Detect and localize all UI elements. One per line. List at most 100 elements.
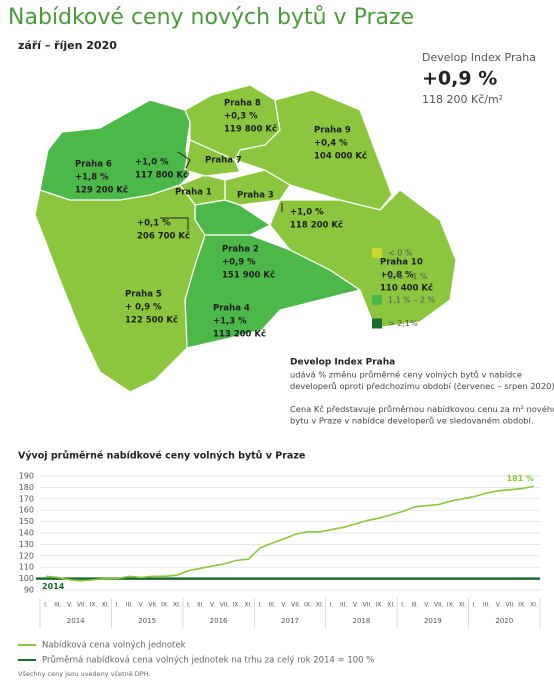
x-group-label: 2014	[67, 617, 85, 625]
district-change: +0,8 %	[380, 271, 414, 281]
note-line: developerů oproti předchozímu období (če…	[290, 381, 554, 391]
x-tick-label: XI.	[244, 602, 252, 609]
district-price: 118 200 Kč	[290, 220, 343, 231]
district-change: +0,4 %	[314, 139, 348, 149]
x-tick-label: VII.	[505, 602, 515, 609]
y-tick-label: 180	[19, 483, 34, 492]
district-price: 206 700 Kč	[137, 231, 190, 242]
legend-swatch	[372, 318, 382, 329]
x-tick-label: I.	[116, 602, 120, 609]
y-tick-label: 90	[24, 586, 34, 595]
callout	[177, 151, 191, 169]
x-tick-label: V.	[496, 602, 501, 609]
district-name: Praha 9	[314, 126, 351, 136]
x-tick-label: IX.	[233, 602, 241, 609]
index-title: Develop Index Praha	[422, 51, 536, 64]
district-shape	[234, 89, 393, 211]
district-price: 117 800 Kč	[135, 170, 188, 181]
district-change: +0,9 %	[222, 258, 256, 268]
x-tick-label: IX.	[518, 602, 526, 609]
x-tick-label: V.	[210, 602, 215, 609]
x-tick-label: XI.	[173, 602, 181, 609]
x-tick-label: V.	[139, 602, 144, 609]
district-name: Praha 5	[125, 290, 162, 300]
district-price: 129 200 Kč	[75, 185, 128, 196]
y-tick-label: 190	[19, 472, 34, 481]
x-tick-label: VII.	[291, 602, 301, 609]
note-line: bytu v Praze v nabídce developerů ve sle…	[290, 416, 534, 426]
index-price: 118 200 Kč/m²	[422, 93, 503, 106]
x-tick-label: VII.	[363, 602, 373, 609]
x-tick-label: I.	[187, 602, 191, 609]
legend-swatch	[372, 248, 382, 258]
note-line: udává % změnu průměrné ceny volných bytů…	[290, 370, 522, 380]
x-tick-label: XI.	[316, 602, 324, 609]
x-group-label: 2017	[281, 617, 299, 625]
district-change: +0,3 %	[224, 112, 258, 122]
map: Praha 1 +0,1 % 206 700 Kč Praha 2 +0,9 % 151 …	[34, 84, 457, 393]
x-tick-label: I.	[258, 602, 262, 609]
x-group-label: 2018	[353, 617, 371, 625]
district-price: 110 400 Kč	[380, 283, 433, 294]
x-tick-label: V.	[353, 602, 358, 609]
y-tick-label: 100	[19, 574, 34, 583]
footnote: Všechny ceny jsou uvedeny včetně DPH.	[18, 670, 151, 678]
district-change: +1,8 %	[75, 173, 109, 183]
y-tick-label: 140	[19, 529, 34, 538]
x-tick-label: I.	[44, 602, 48, 609]
legend-label: 0 % – 1 %	[388, 272, 428, 281]
district-name: Praha 6	[75, 160, 112, 170]
district-name: Praha 2	[222, 245, 259, 255]
district-change: +1,0 %	[290, 208, 324, 218]
district-change: +0,1 %	[137, 219, 171, 229]
x-tick-label: IX.	[447, 602, 455, 609]
x-tick-label: I.	[401, 602, 405, 609]
legend-label: > 2,1%	[388, 319, 418, 328]
district-price: 122 500 Kč	[125, 315, 178, 326]
district-price: 119 800 Kč	[224, 124, 277, 135]
x-tick-label: IX.	[161, 602, 169, 609]
district-change: +1,0 %	[135, 158, 169, 168]
y-tick-label: 170	[19, 494, 34, 503]
x-tick-label: IX.	[304, 602, 312, 609]
reference-label: 2014	[42, 582, 65, 591]
x-tick-label: I.	[473, 602, 477, 609]
callout	[160, 217, 189, 230]
x-tick-label: V.	[281, 602, 286, 609]
y-tick-label: 130	[19, 540, 34, 549]
x-tick-label: IX.	[90, 602, 98, 609]
x-tick-label: V.	[67, 602, 72, 609]
legend-swatch	[372, 271, 382, 282]
page-title: Nabídkové ceny nových bytů v Praze	[8, 5, 414, 30]
district-price: 104 000 Kč	[314, 151, 367, 162]
y-tick-label: 150	[19, 517, 34, 526]
district-name: Praha 8	[224, 99, 261, 109]
index-change: +0,9 %	[422, 68, 497, 90]
x-tick-label: VII.	[220, 602, 230, 609]
x-tick-label: III.	[340, 602, 347, 609]
series-line	[45, 485, 535, 582]
y-tick-label: 160	[19, 506, 34, 515]
x-tick-label: XI.	[102, 602, 110, 609]
x-group-label: 2016	[210, 617, 228, 625]
x-tick-label: VII.	[434, 602, 444, 609]
x-group-label: 2015	[138, 617, 156, 625]
x-tick-label: XI.	[530, 602, 538, 609]
x-tick-label: I.	[330, 602, 334, 609]
district-name: Praha 3	[237, 191, 274, 201]
legend-swatch	[372, 295, 382, 305]
district-price: 151 900 Kč	[222, 270, 275, 281]
y-tick-label: 120	[19, 551, 34, 560]
x-tick-label: III.	[126, 602, 133, 609]
x-tick-label: VII.	[77, 602, 87, 609]
district-shape	[39, 99, 191, 201]
district-shape	[34, 184, 206, 393]
x-tick-label: IX.	[375, 602, 383, 609]
district-name: Praha 1	[175, 188, 212, 198]
x-tick-label: VII.	[148, 602, 158, 609]
chart-title: Vývoj průměrné nabídkové ceny volných by…	[18, 451, 305, 462]
legend-label: Průměrná nabídková cena volných jednotek…	[42, 655, 374, 666]
x-tick-label: III.	[54, 602, 61, 609]
